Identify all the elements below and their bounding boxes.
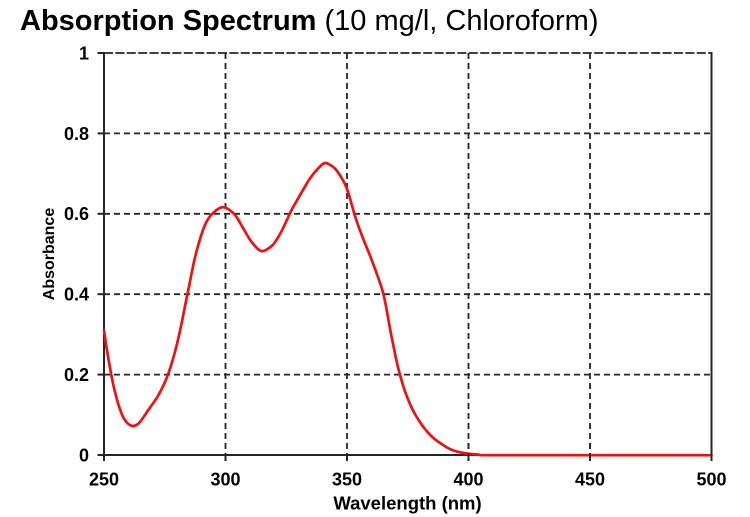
svg-text:0.4: 0.4 [64, 285, 89, 305]
svg-text:0.8: 0.8 [64, 124, 89, 144]
svg-text:Absorbance: Absorbance [41, 208, 58, 301]
svg-text:400: 400 [453, 470, 483, 490]
svg-text:Wavelength (nm): Wavelength (nm) [333, 493, 481, 514]
svg-text:0.6: 0.6 [64, 204, 89, 224]
svg-text:350: 350 [332, 470, 362, 490]
svg-text:0.2: 0.2 [64, 365, 89, 385]
svg-text:0: 0 [79, 445, 89, 465]
svg-text:250: 250 [89, 470, 119, 490]
svg-text:500: 500 [696, 470, 726, 490]
svg-text:450: 450 [575, 470, 605, 490]
svg-text:300: 300 [210, 470, 240, 490]
svg-text:Absorption Spectrum (10 mg/l,: Absorption Spectrum (10 mg/l, Chloroform… [20, 5, 598, 37]
svg-text:1: 1 [79, 43, 89, 63]
